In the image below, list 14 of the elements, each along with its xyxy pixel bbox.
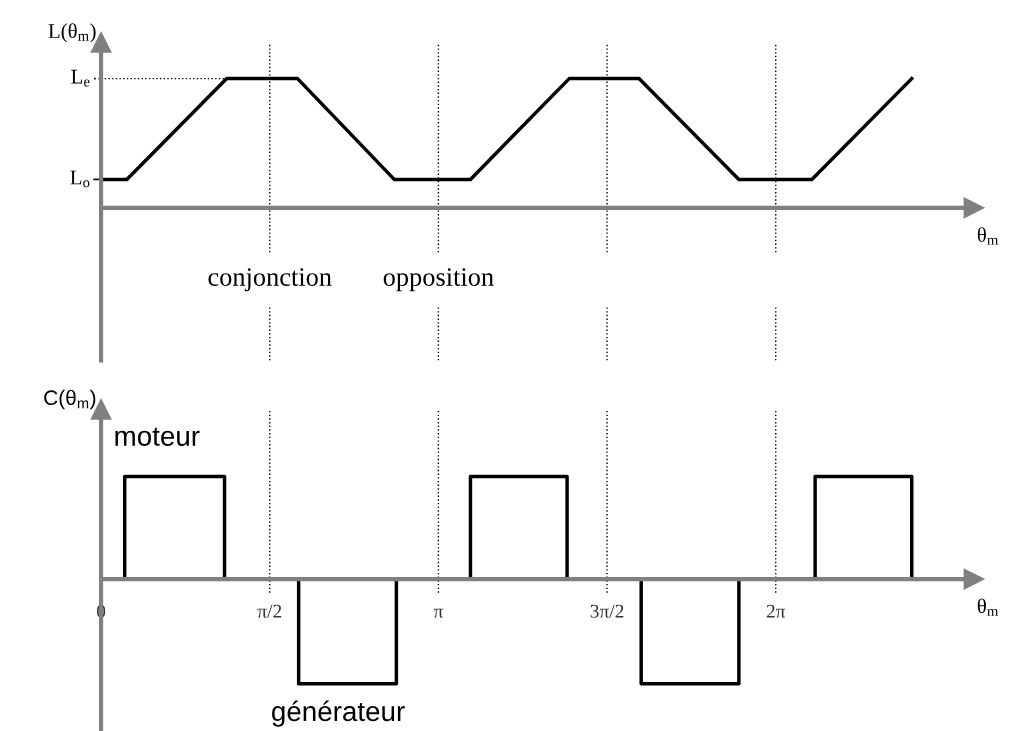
y-axis-title: C(θ$_{m}$) bbox=[44, 389, 96, 410]
x-axis-title: θ$_{m}$ bbox=[977, 227, 999, 245]
x-tick-label: π/2 bbox=[257, 604, 282, 618]
y-axis-title: L(θ$_{m}$) bbox=[48, 23, 96, 43]
ref-line-label: conjonction bbox=[208, 268, 332, 292]
x-tick-label: 3π/2 bbox=[590, 604, 624, 618]
x-tick-label: 2π bbox=[766, 604, 786, 618]
x-axis-title: θ$_{m}$ bbox=[977, 598, 999, 616]
annotation: moteur bbox=[115, 427, 200, 446]
ref-line-label: L$_{e}$ bbox=[71, 69, 90, 87]
x-tick-label: π bbox=[433, 608, 444, 618]
annotation: générateur bbox=[272, 700, 405, 727]
ref-line-label: L$_{o}$ bbox=[70, 170, 90, 188]
ref-line-label: opposition bbox=[383, 268, 494, 292]
